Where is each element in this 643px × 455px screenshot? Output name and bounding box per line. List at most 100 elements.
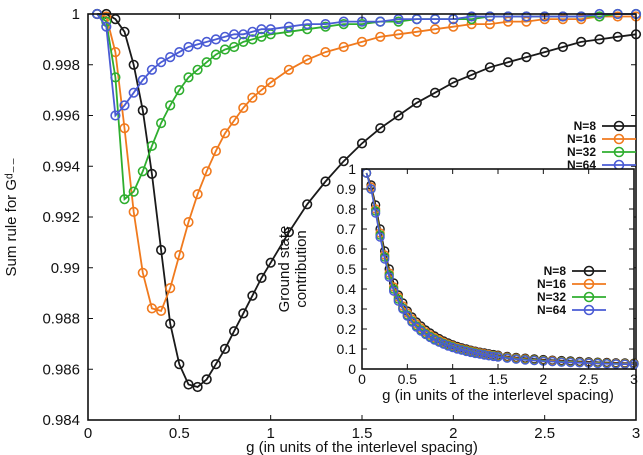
data-point — [398, 304, 408, 314]
data-point — [146, 303, 157, 314]
data-point — [174, 250, 185, 261]
y-tick-label: 0.4 — [337, 281, 357, 297]
x-tick-label: 2.5 — [579, 371, 599, 387]
data-point — [302, 54, 313, 65]
data-point — [174, 359, 185, 370]
data-point — [247, 26, 258, 37]
legend-label: N=16 — [567, 132, 596, 146]
data-point — [434, 337, 444, 347]
data-point — [110, 110, 121, 121]
y-axis-label: Sum rule for Gᵈ₋₋ — [3, 157, 20, 276]
y-tick-label: 0.8 — [337, 201, 357, 217]
data-point — [425, 332, 435, 343]
data-point — [539, 11, 550, 22]
data-point — [101, 21, 112, 32]
data-point — [448, 77, 459, 88]
data-point — [183, 41, 194, 53]
x-tick-label: 3 — [630, 371, 638, 387]
data-point — [238, 36, 249, 48]
data-point — [438, 339, 449, 349]
data-point — [448, 21, 459, 32]
data-point — [302, 199, 313, 210]
data-point — [338, 156, 349, 167]
data-point — [137, 105, 148, 116]
data-point — [576, 11, 587, 22]
legend-label: N=32 — [537, 290, 566, 304]
data-point — [238, 102, 249, 113]
legend-label: N=8 — [574, 119, 597, 133]
y-tick-label: 0.2 — [337, 321, 357, 337]
data-point — [201, 57, 212, 68]
data-point — [128, 206, 139, 217]
data-point — [370, 208, 381, 218]
data-point — [174, 84, 185, 96]
data-point — [128, 87, 139, 98]
x-tick-label: 0.5 — [398, 371, 418, 387]
y-tick-label: 1 — [72, 6, 80, 23]
x-tick-label: 0.5 — [169, 425, 190, 442]
data-point — [602, 359, 612, 369]
x-tick-label: 0 — [358, 371, 366, 387]
x-tick-label: 0 — [84, 425, 92, 442]
x-tick-label: 1 — [266, 425, 274, 442]
data-point — [183, 379, 194, 390]
data-point — [375, 232, 385, 242]
data-point — [201, 166, 212, 177]
data-point — [393, 29, 404, 40]
data-point — [484, 11, 496, 22]
data-point — [430, 87, 441, 98]
data-point — [466, 69, 477, 80]
data-point — [511, 354, 521, 364]
data-point — [247, 290, 258, 301]
data-point — [466, 11, 477, 22]
data-point — [594, 34, 605, 45]
y-tick-label: 0.5 — [337, 261, 357, 277]
data-point — [484, 351, 494, 361]
data-point — [219, 128, 231, 139]
x-tick-label: 1 — [449, 371, 457, 387]
data-point — [283, 227, 295, 238]
data-point — [137, 74, 148, 86]
data-point — [475, 349, 485, 359]
data-point — [229, 115, 240, 126]
data-point — [356, 138, 368, 149]
legend-swatch-marker — [613, 120, 625, 132]
y-axis-label: contribution — [293, 230, 310, 308]
y-tick-label: 0.986 — [42, 361, 80, 378]
data-point — [128, 59, 139, 70]
data-point — [119, 100, 130, 111]
legend-swatch-marker — [613, 146, 625, 158]
data-point — [119, 194, 130, 205]
data-point — [210, 34, 221, 45]
x-tick-label: 2 — [449, 425, 457, 442]
data-point — [557, 11, 569, 22]
data-point — [430, 24, 441, 35]
x-tick-label: 1.5 — [352, 425, 373, 442]
data-point — [210, 145, 221, 157]
series-line-N=64 — [96, 13, 636, 118]
data-point — [375, 16, 386, 27]
data-point — [521, 11, 532, 22]
data-point — [165, 318, 176, 329]
y-tick-label: 0.988 — [42, 311, 80, 328]
x-tick-label: 3 — [632, 425, 640, 442]
data-point — [402, 311, 412, 321]
y-tick-label: 0.984 — [42, 412, 80, 429]
data-point — [256, 272, 267, 284]
data-point — [338, 16, 349, 27]
data-point — [384, 272, 394, 282]
data-point — [183, 72, 194, 83]
data-point — [265, 257, 276, 268]
y-tick-label: 0.998 — [42, 57, 80, 74]
data-point — [521, 51, 532, 63]
y-tick-label: 0.9 — [337, 181, 357, 197]
y-tick-label: 0.3 — [337, 301, 357, 317]
data-point — [393, 296, 403, 306]
data-point — [466, 347, 476, 358]
data-point — [192, 39, 203, 50]
data-point — [128, 186, 139, 197]
data-point — [556, 357, 567, 367]
data-point — [256, 31, 267, 42]
data-point — [238, 308, 249, 319]
data-point — [201, 36, 212, 48]
